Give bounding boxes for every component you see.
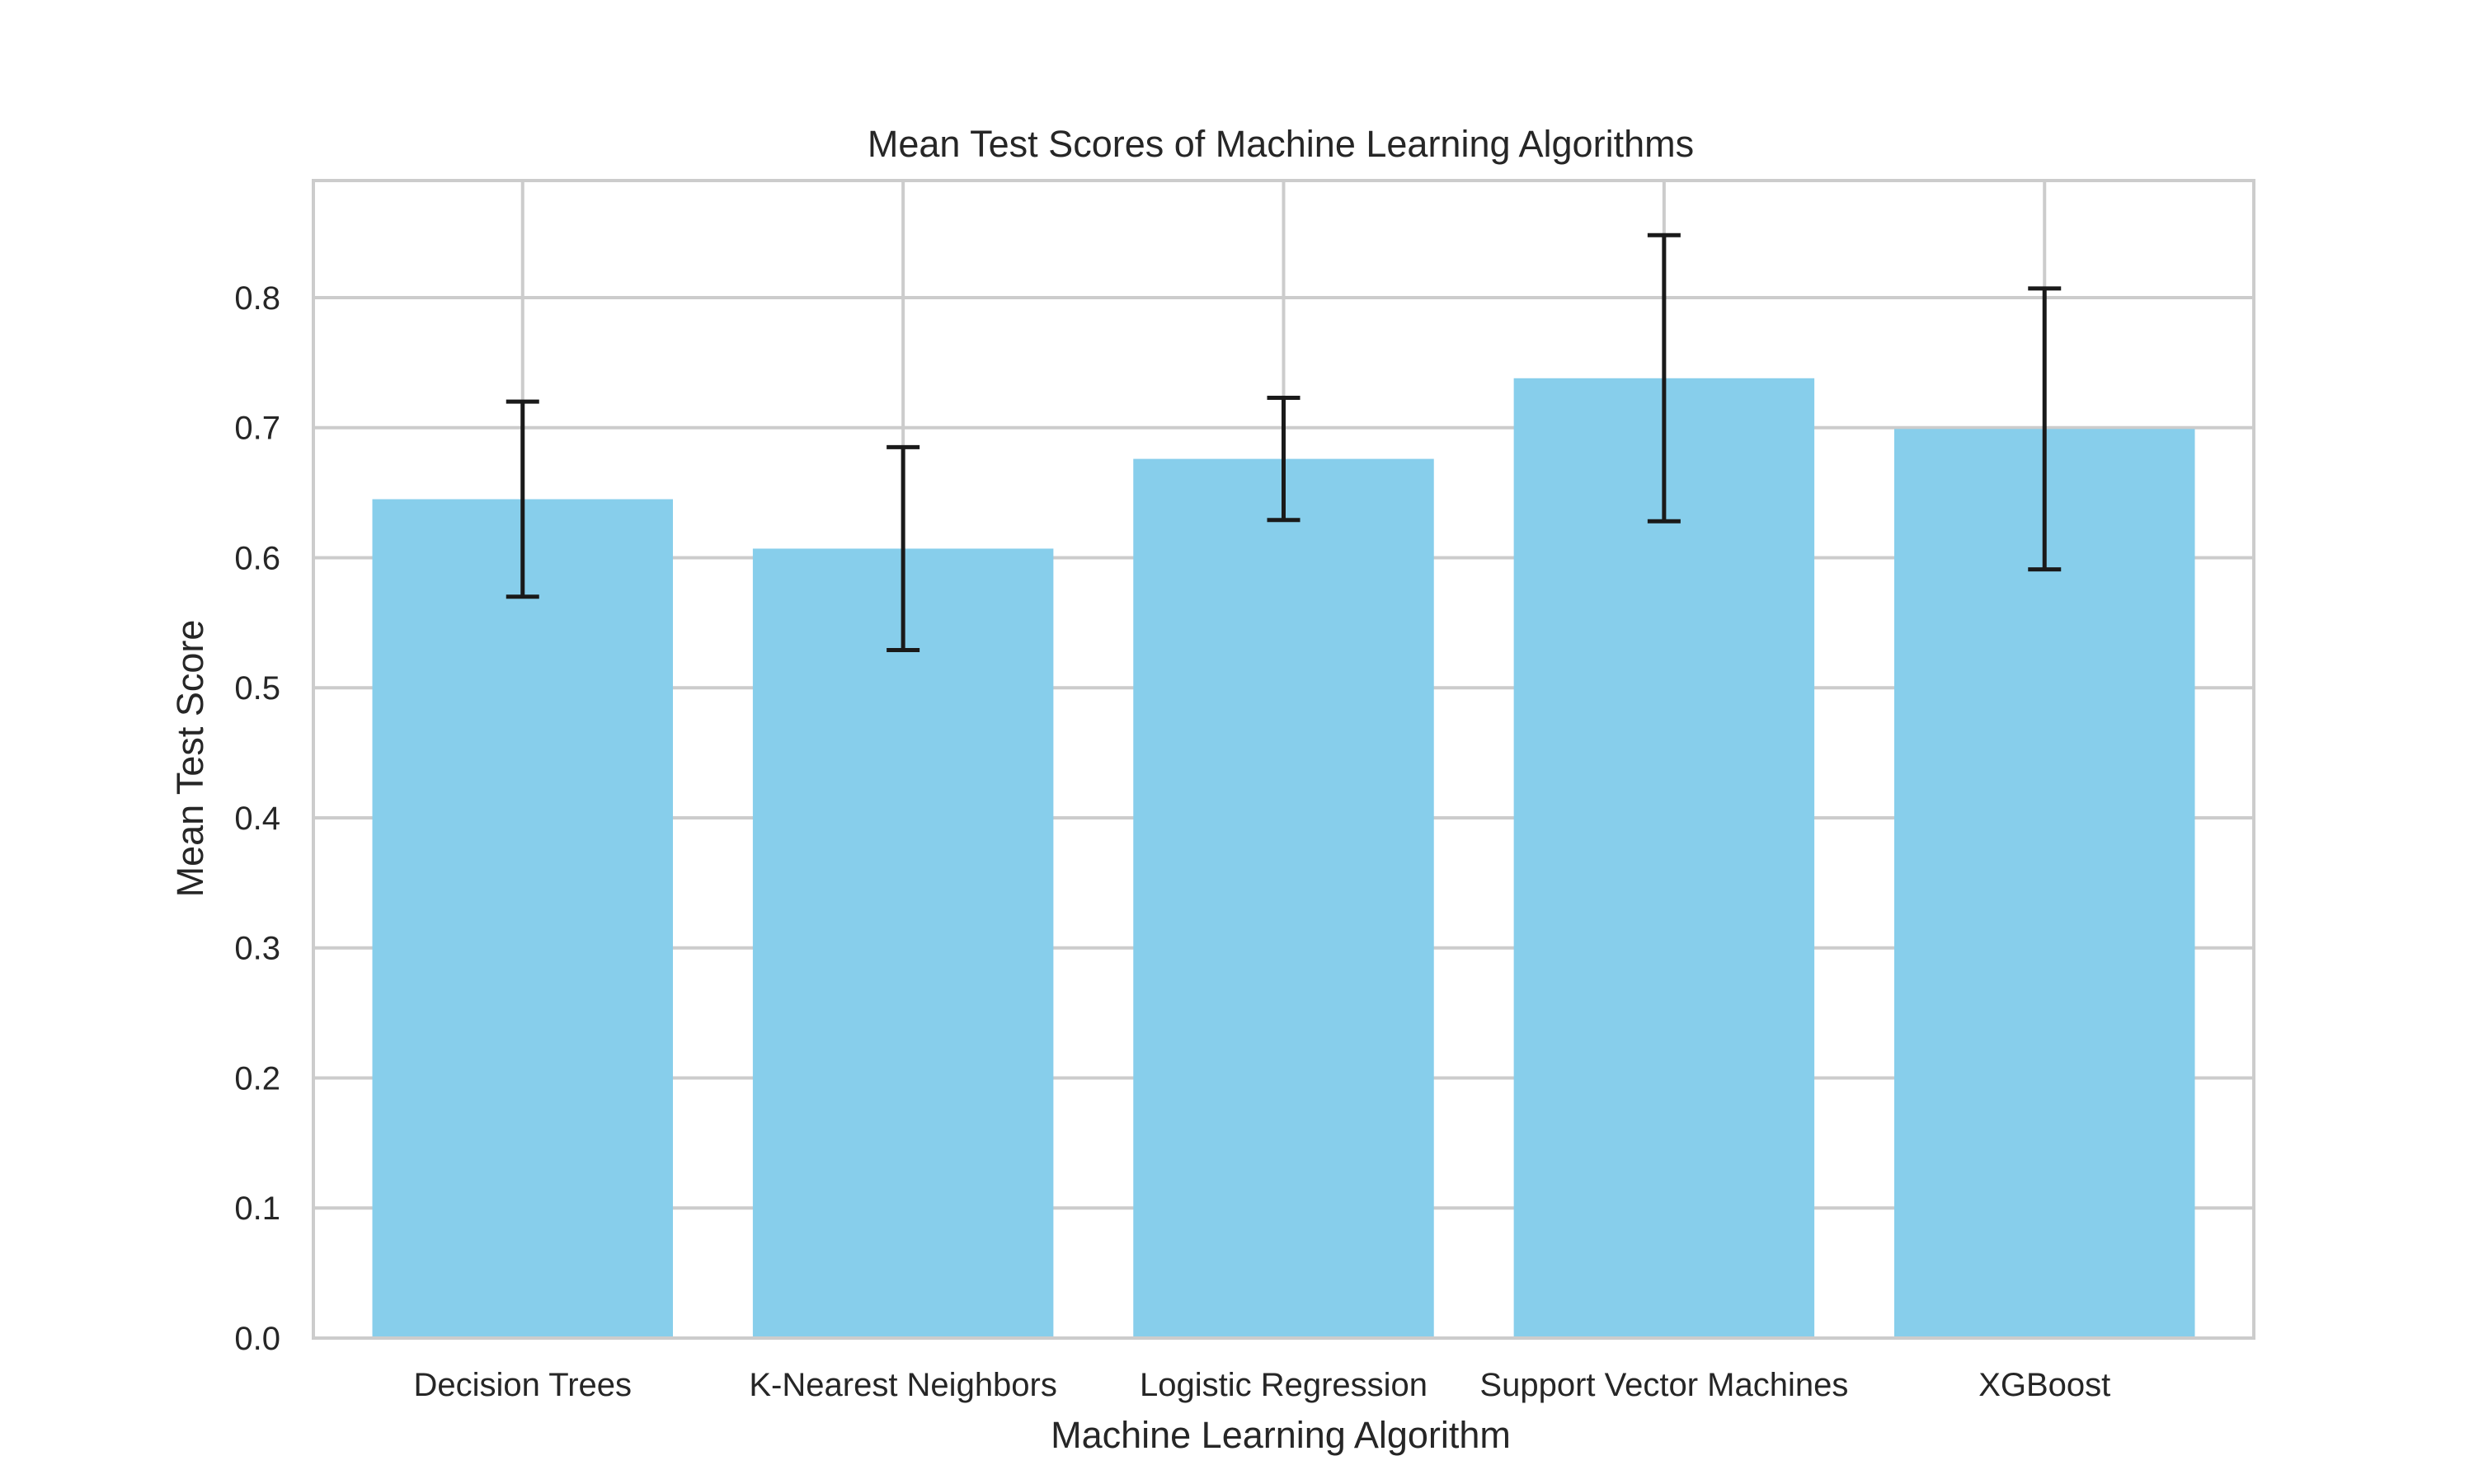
bars <box>372 378 2195 1338</box>
bar <box>1513 378 1815 1338</box>
y-tick-label: 0.8 <box>234 280 280 317</box>
plot-frame <box>312 179 2255 1340</box>
bar <box>372 499 673 1338</box>
error-bar <box>2028 286 2062 572</box>
y-tick-label: 0.2 <box>234 1060 280 1097</box>
y-tick-label: 0.7 <box>234 411 280 447</box>
y-tick-label: 0.4 <box>234 801 280 837</box>
y-tick-label: 0.3 <box>234 931 280 967</box>
y-tick-labels: 0.0 0.1 0.2 0.3 0.4 0.5 0.6 0.7 0.8 <box>234 280 280 1357</box>
x-tick-labels: Decision Trees K-Nearest Neighbors Logisti… <box>413 1367 2110 1403</box>
x-tick-label: Support Vector Machines <box>1479 1367 1848 1403</box>
x-tick-label: Decision Trees <box>413 1367 632 1403</box>
x-axis-label: Machine Learning Algorithm <box>1051 1414 1511 1456</box>
bar <box>752 548 1054 1338</box>
x-tick-label: Logistic Regression <box>1140 1367 1427 1403</box>
y-tick-label: 0.6 <box>234 540 280 576</box>
error-bars <box>506 232 2062 652</box>
error-bar <box>1647 232 1681 524</box>
error-bar <box>1267 395 1300 523</box>
y-tick-label: 0.0 <box>234 1321 280 1357</box>
bar <box>1894 429 2195 1338</box>
x-tick-label: K-Nearest Neighbors <box>749 1367 1057 1403</box>
y-axis-label: Mean Test Score <box>169 620 211 898</box>
error-bar <box>887 444 920 652</box>
bar <box>1133 458 1434 1338</box>
x-tick-label: XGBoost <box>1978 1367 2110 1403</box>
y-tick-label: 0.1 <box>234 1190 280 1227</box>
chart-title: Mean Test Scores of Machine Learning Alg… <box>868 123 1694 165</box>
error-bar <box>506 399 539 599</box>
y-tick-label: 0.5 <box>234 670 280 707</box>
